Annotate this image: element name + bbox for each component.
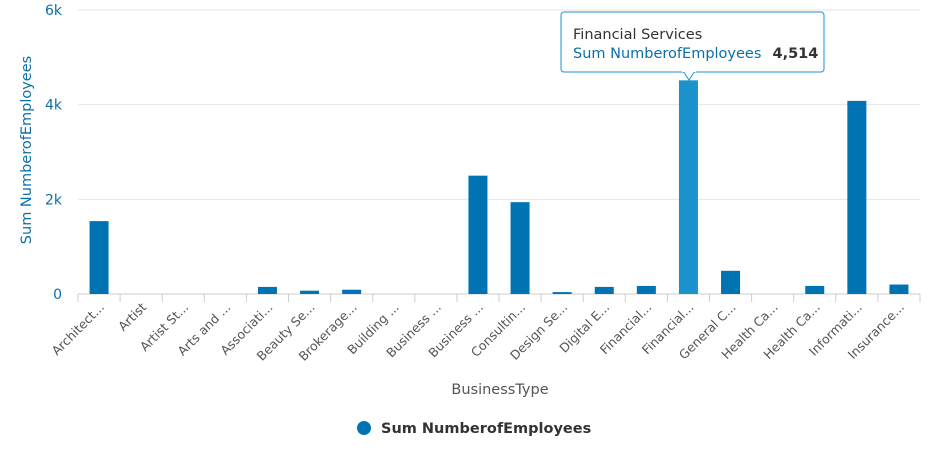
y-tick-label: 2k: [45, 192, 63, 208]
y-tick-label: 6k: [45, 3, 63, 19]
bar[interactable]: [847, 100, 867, 294]
bar[interactable]: [510, 202, 530, 294]
bar[interactable]: [468, 175, 488, 294]
legend[interactable]: Sum NumberofEmployees: [357, 421, 591, 437]
bar[interactable]: [257, 286, 277, 294]
bar[interactable]: [889, 284, 909, 294]
bar[interactable]: [636, 285, 656, 294]
y-tick-label: 4k: [45, 98, 63, 114]
x-tick-label: Architect...: [49, 300, 108, 359]
tooltip-series-label: Sum NumberofEmployees: [573, 46, 761, 62]
y-axis-ticks: 0 2k 4k 6k: [45, 3, 63, 303]
y-tick-label: 0: [53, 287, 62, 303]
bar[interactable]: [342, 289, 362, 294]
bar[interactable]: [678, 80, 698, 294]
x-tick-label: Artist: [115, 299, 149, 333]
bar-series[interactable]: [89, 80, 909, 294]
tooltip-title: Financial Services: [573, 27, 702, 43]
legend-marker: [357, 421, 371, 435]
tooltip: Financial Services Sum NumberofEmployees…: [560, 11, 825, 81]
bar[interactable]: [300, 290, 320, 294]
tooltip-value: 4,514: [773, 46, 819, 62]
tooltip-pointer-mask: [682, 70, 696, 72]
legend-label: Sum NumberofEmployees: [381, 421, 591, 437]
x-axis-title: BusinessType: [451, 382, 548, 398]
bar[interactable]: [594, 286, 614, 294]
y-axis-title: Sum NumberofEmployees: [19, 56, 35, 244]
bar[interactable]: [805, 285, 825, 294]
bar[interactable]: [721, 270, 741, 294]
bar[interactable]: [89, 221, 109, 294]
bar[interactable]: [552, 292, 572, 294]
tooltip-line: Sum NumberofEmployees 4,514: [573, 43, 818, 62]
tooltip-pointer: [682, 70, 696, 81]
